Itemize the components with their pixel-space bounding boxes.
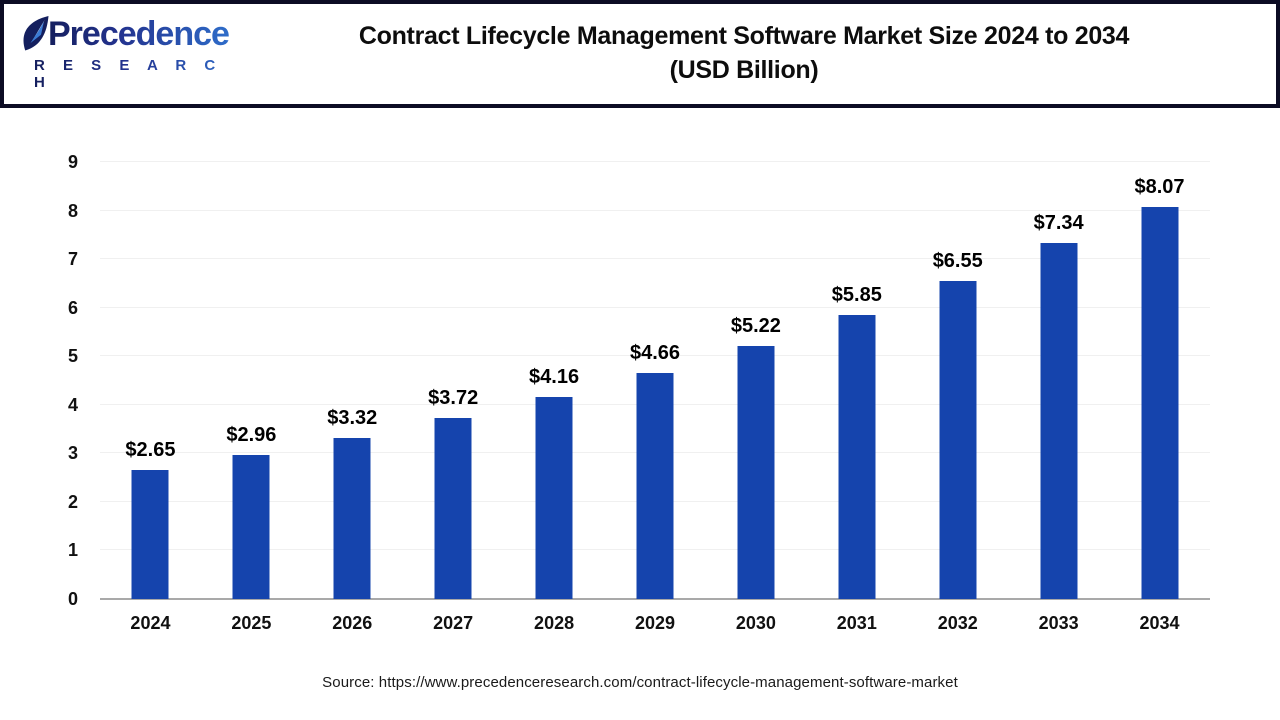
y-tick-label: 4 [67,394,78,415]
plot-area: 0 1 2 3 4 5 6 7 8 9 $2.65 2024 $2.96 2025 $3.32 2026 $3.… [68,152,1210,633]
chart-title: Contract Lifecycle Management Software M… [242,20,1276,88]
bar-value-label: $8.07 [1134,176,1185,199]
bar-column: $4.16 2028 [504,162,605,633]
bar-2028 [535,397,573,599]
bar-2033 [1040,242,1078,599]
bar-value-label: $5.85 [831,283,882,306]
header: Precedence R E S E A R C H Contract Life… [0,0,1280,108]
bar-column: $3.32 2026 [302,162,403,633]
bar-column: $7.34 2033 [1008,162,1109,633]
brand-name: Precedence [48,15,230,53]
bar-2032 [939,280,977,599]
chart-title-line2: (USD Billion) [669,56,819,84]
bar-value-label: $5.22 [730,314,781,337]
bar-value-label: $3.72 [428,387,479,410]
x-tick-label: 2029 [634,613,676,633]
x-tick-label: 2026 [332,613,373,633]
y-tick-label: 5 [67,346,78,367]
bar-column: $5.85 2031 [806,162,907,633]
precedence-leaf-icon [23,16,49,51]
gridline [100,258,1210,260]
bar-value-label: $2.65 [125,439,176,462]
bar-2030 [737,345,775,599]
brand-logo-top: Precedence [20,15,230,55]
bar-column: $2.96 2025 [201,162,302,633]
bar-column: $6.55 2032 [907,162,1008,633]
bar-column: $2.65 2024 [100,162,201,633]
bar-2034 [1141,207,1179,599]
x-tick-label: 2025 [231,613,272,633]
bar-value-label: $7.34 [1033,211,1084,234]
x-tick-label: 2028 [534,613,575,633]
bar-2026 [333,437,371,599]
chart-region: 0 1 2 3 4 5 6 7 8 9 $2.65 2024 $2.96 2025 $3.32 2026 $3.… [0,108,1280,668]
source-line: Source: https://www.precedenceresearch.c… [322,674,958,691]
bar-value-label: $4.16 [529,366,580,389]
y-tick-label: 3 [67,443,78,464]
x-tick-label: 2030 [735,613,776,633]
bar-2024 [131,470,169,599]
bar-2029 [636,372,674,599]
y-tick-label: 8 [67,200,78,221]
bar-column: $3.72 2027 [403,162,504,633]
x-tick-label: 2034 [1139,613,1180,633]
y-tick-label: 2 [67,491,78,512]
x-tick-label: 2027 [433,613,474,633]
x-tick-label: 2031 [836,613,877,633]
gridline [100,355,1210,357]
bar-2025 [232,455,270,599]
y-tick-label: 1 [67,540,78,561]
x-tick-label: 2024 [130,613,171,633]
x-tick-label: 2033 [1038,613,1079,633]
brand-logo: Precedence R E S E A R C H [4,15,242,91]
bar-2031 [838,314,876,599]
y-tick-label: 7 [67,249,78,270]
bar-value-label: $3.32 [327,406,378,429]
bar-2027 [434,418,472,599]
bar-value-label: $4.66 [629,341,681,364]
gridline [100,161,1210,162]
y-tick-label: 9 [67,152,78,172]
bar-value-label: $6.55 [932,249,983,272]
gridline [100,209,1210,211]
bar-column: $4.66 2029 [605,162,706,633]
bar-value-label: $2.96 [226,424,277,447]
bar-column: $5.22 2030 [705,162,806,633]
chart-title-line1: Contract Lifecycle Management Software M… [358,22,1130,51]
gridline [100,306,1210,308]
x-tick-label: 2032 [937,613,978,633]
x-axis-line [100,598,1210,600]
y-tick-label: 0 [67,589,78,609]
bar-column: $8.07 2034 [1109,162,1210,633]
brand-subtitle: R E S E A R C H [34,57,242,91]
y-tick-label: 6 [67,297,78,318]
